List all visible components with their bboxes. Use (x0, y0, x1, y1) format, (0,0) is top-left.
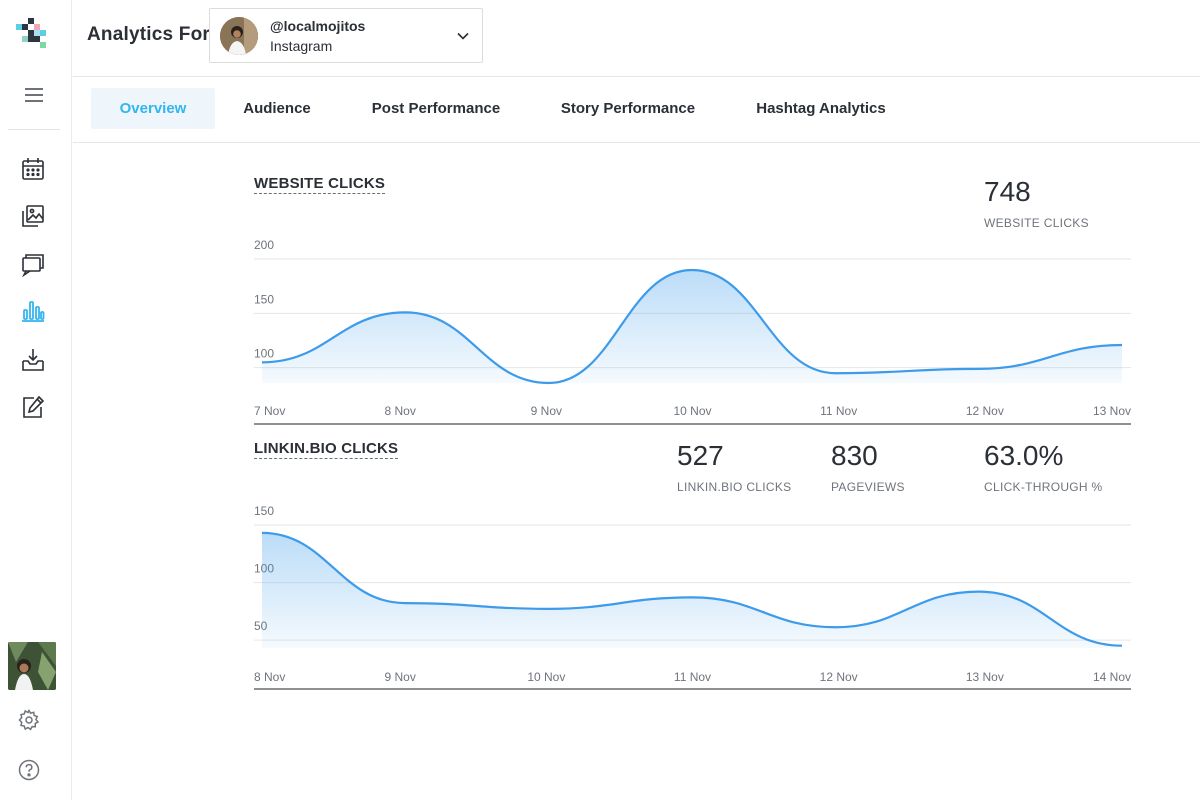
menu-icon[interactable] (22, 84, 46, 106)
download-icon[interactable] (20, 347, 46, 373)
stat-label: LINKIN.BIO CLICKS (677, 480, 792, 494)
x-tick-label: 13 Nov (1093, 404, 1131, 418)
stat-label: PAGEVIEWS (831, 480, 905, 494)
sidebar-divider (8, 129, 60, 130)
x-tick-label: 9 Nov (531, 404, 562, 418)
calendar-icon[interactable] (20, 156, 46, 182)
click-through-stat: 63.0% CLICK-THROUGH % (984, 440, 1103, 494)
account-avatar (220, 17, 258, 55)
pageviews-stat: 830 PAGEVIEWS (831, 440, 905, 494)
chevron-down-icon (457, 32, 469, 40)
stat-value: 63.0% (984, 440, 1064, 471)
sidebar (0, 0, 72, 800)
website-clicks-stat: 748 WEBSITE CLICKS (984, 176, 1089, 230)
account-network: Instagram (270, 38, 333, 54)
header: Analytics For @localmojitos Instagram (73, 0, 1200, 77)
stat-value: 830 (831, 440, 878, 471)
settings-icon[interactable] (17, 708, 41, 732)
account-handle: @localmojitos (270, 18, 366, 34)
stat-label: WEBSITE CLICKS (984, 216, 1089, 230)
edit-icon[interactable] (20, 394, 46, 420)
website-clicks-title[interactable]: WEBSITE CLICKS (254, 175, 386, 194)
y-tick-label: 200 (254, 238, 274, 252)
x-tick-label: 8 Nov (384, 404, 415, 418)
x-tick-label: 12 Nov (966, 404, 1004, 418)
conversations-icon[interactable] (20, 251, 46, 277)
stat-label: CLICK-THROUGH % (984, 480, 1103, 494)
tab-bar: Overview Audience Post Performance Story… (73, 78, 1200, 143)
y-tick-label: 150 (254, 292, 274, 306)
x-tick-label: 11 Nov (820, 404, 857, 418)
x-tick-label: 10 Nov (673, 404, 711, 418)
linkin-bio-title[interactable]: LINKIN.BIO CLICKS (254, 440, 399, 459)
linkin-bio-clicks-stat: 527 LINKIN.BIO CLICKS (677, 440, 791, 494)
tab-post-performance[interactable]: Post Performance (371, 100, 501, 117)
x-tick-label: 7 Nov (254, 404, 285, 418)
page-title: Analytics For (87, 24, 210, 45)
tab-hashtag-analytics[interactable]: Hashtag Analytics (756, 100, 886, 117)
tab-overview[interactable]: Overview (91, 88, 215, 129)
analytics-icon[interactable] (20, 298, 46, 324)
account-selector[interactable]: @localmojitos Instagram (209, 8, 483, 63)
media-library-icon[interactable] (20, 203, 46, 229)
tab-story-performance[interactable]: Story Performance (560, 100, 696, 117)
series-area (262, 269, 1122, 383)
stat-value: 527 (677, 440, 724, 471)
tab-audience[interactable]: Audience (243, 100, 311, 117)
help-icon[interactable] (17, 758, 41, 782)
y-tick-label: 100 (254, 347, 274, 361)
stat-value: 748 (984, 176, 1031, 207)
avatar[interactable] (8, 642, 56, 690)
logo[interactable] (16, 16, 56, 50)
